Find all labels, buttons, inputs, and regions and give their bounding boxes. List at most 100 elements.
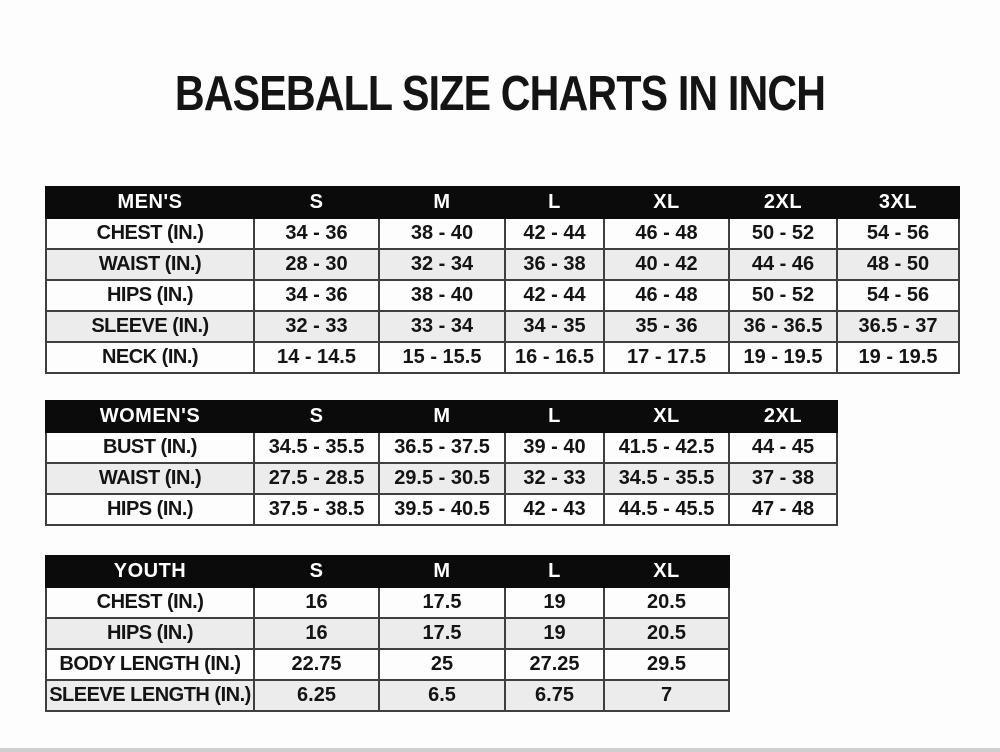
table-row: BODY LENGTH (IN.) 22.75 25 27.25 29.5 [45, 648, 730, 681]
size-value: 27.5 - 28.5 [253, 462, 380, 495]
size-value: 39.5 - 40.5 [378, 493, 506, 526]
size-column-header: S [253, 186, 380, 219]
row-label: WAIST (IN.) [45, 462, 255, 495]
size-value: 32 - 33 [253, 310, 380, 343]
size-table-mens: MEN'S S M L XL 2XL 3XL CHEST (IN.) 34 - 36 38 - 4… [45, 186, 960, 374]
row-label: CHEST (IN.) [45, 586, 255, 619]
size-value: 46 - 48 [603, 279, 730, 312]
size-value: 6.75 [504, 679, 605, 712]
size-value: 34 - 36 [253, 217, 380, 250]
size-value: 19 [504, 586, 605, 619]
size-column-header: L [504, 400, 605, 433]
size-value: 47 - 48 [728, 493, 838, 526]
table-row: BUST (IN.) 34.5 - 35.5 36.5 - 37.5 39 - 40 4… [45, 431, 838, 464]
size-value: 46 - 48 [603, 217, 730, 250]
size-table-womens: WOMEN'S S M L XL 2XL BUST (IN.) 34.5 - 35.5 36.5… [45, 400, 838, 526]
table-row: HIPS (IN.) 16 17.5 19 20.5 [45, 617, 730, 650]
row-label: HIPS (IN.) [45, 279, 255, 312]
size-value: 42 - 44 [504, 217, 605, 250]
size-column-header: M [378, 400, 506, 433]
size-value: 34.5 - 35.5 [253, 431, 380, 464]
size-value: 34.5 - 35.5 [603, 462, 730, 495]
size-value: 37 - 38 [728, 462, 838, 495]
size-value: 19 - 19.5 [836, 341, 960, 374]
size-value: 44 - 45 [728, 431, 838, 464]
table-row: NECK (IN.) 14 - 14.5 15 - 15.5 16 - 16.5 17 … [45, 341, 960, 374]
size-column-header: M [378, 555, 506, 588]
table-row: HIPS (IN.) 37.5 - 38.5 39.5 - 40.5 42 - 43 4… [45, 493, 838, 526]
size-value: 19 - 19.5 [728, 341, 838, 374]
size-value: 36 - 36.5 [728, 310, 838, 343]
size-value: 34 - 35 [504, 310, 605, 343]
size-column-header: L [504, 555, 605, 588]
size-column-header: 3XL [836, 186, 960, 219]
row-label: CHEST (IN.) [45, 217, 255, 250]
size-value: 17 - 17.5 [603, 341, 730, 374]
size-value: 40 - 42 [603, 248, 730, 281]
size-value: 29.5 [603, 648, 730, 681]
size-column-header: S [253, 555, 380, 588]
size-value: 6.5 [378, 679, 506, 712]
size-column-header: L [504, 186, 605, 219]
row-label: BODY LENGTH (IN.) [45, 648, 255, 681]
table-row: CHEST (IN.) 16 17.5 19 20.5 [45, 586, 730, 619]
table-title-cell: YOUTH [45, 555, 255, 588]
row-label: WAIST (IN.) [45, 248, 255, 281]
size-value: 16 [253, 617, 380, 650]
size-value: 39 - 40 [504, 431, 605, 464]
scan-edge-strip [0, 748, 1000, 752]
size-value: 44.5 - 45.5 [603, 493, 730, 526]
size-value: 29.5 - 30.5 [378, 462, 506, 495]
header-row: YOUTH S M L XL [45, 555, 730, 588]
size-value: 7 [603, 679, 730, 712]
table-row: CHEST (IN.) 34 - 36 38 - 40 42 - 44 46 - 48 5… [45, 217, 960, 250]
size-value: 36.5 - 37.5 [378, 431, 506, 464]
size-value: 32 - 33 [504, 462, 605, 495]
size-value: 54 - 56 [836, 217, 960, 250]
size-column-header: XL [603, 555, 730, 588]
size-value: 48 - 50 [836, 248, 960, 281]
size-value: 38 - 40 [378, 279, 506, 312]
size-value: 33 - 34 [378, 310, 506, 343]
size-value: 17.5 [378, 617, 506, 650]
size-value: 20.5 [603, 586, 730, 619]
size-value: 16 [253, 586, 380, 619]
page-title: BASEBALL SIZE CHARTS IN INCH [174, 67, 826, 121]
size-value: 14 - 14.5 [253, 341, 380, 374]
size-value: 32 - 34 [378, 248, 506, 281]
size-value: 27.25 [504, 648, 605, 681]
size-value: 20.5 [603, 617, 730, 650]
size-value: 28 - 30 [253, 248, 380, 281]
size-value: 42 - 44 [504, 279, 605, 312]
table-title-cell: WOMEN'S [45, 400, 255, 433]
size-column-header: XL [603, 186, 730, 219]
size-value: 35 - 36 [603, 310, 730, 343]
size-column-header: S [253, 400, 380, 433]
size-column-header: 2XL [728, 186, 838, 219]
size-column-header: 2XL [728, 400, 838, 433]
size-value: 16 - 16.5 [504, 341, 605, 374]
size-value: 19 [504, 617, 605, 650]
size-value: 44 - 46 [728, 248, 838, 281]
table-row: WAIST (IN.) 28 - 30 32 - 34 36 - 38 40 - 42 4… [45, 248, 960, 281]
size-value: 37.5 - 38.5 [253, 493, 380, 526]
size-value: 34 - 36 [253, 279, 380, 312]
size-value: 17.5 [378, 586, 506, 619]
table-row: HIPS (IN.) 34 - 36 38 - 40 42 - 44 46 - 48 50… [45, 279, 960, 312]
header-row: WOMEN'S S M L XL 2XL [45, 400, 838, 433]
size-value: 50 - 52 [728, 279, 838, 312]
table-title-cell: MEN'S [45, 186, 255, 219]
row-label: SLEEVE (IN.) [45, 310, 255, 343]
row-label: SLEEVE LENGTH (IN.) [45, 679, 255, 712]
size-value: 36 - 38 [504, 248, 605, 281]
size-value: 25 [378, 648, 506, 681]
size-value: 50 - 52 [728, 217, 838, 250]
row-label: BUST (IN.) [45, 431, 255, 464]
table-row: WAIST (IN.) 27.5 - 28.5 29.5 - 30.5 32 - 33… [45, 462, 838, 495]
size-column-header: M [378, 186, 506, 219]
size-value: 38 - 40 [378, 217, 506, 250]
size-table-youth: YOUTH S M L XL CHEST (IN.) 16 17.5 19 20.5 HIPS (I… [45, 555, 730, 712]
size-value: 36.5 - 37 [836, 310, 960, 343]
table-row: SLEEVE LENGTH (IN.) 6.25 6.5 6.75 7 [45, 679, 730, 712]
